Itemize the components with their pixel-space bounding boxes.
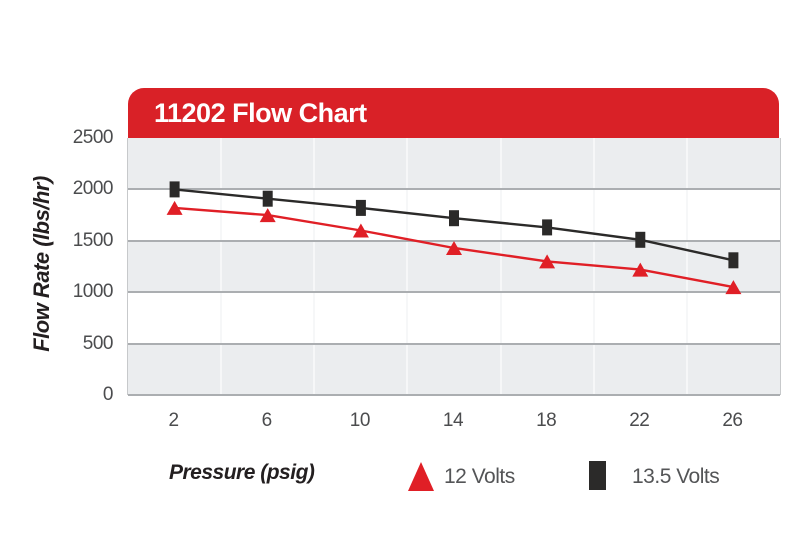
x-axis-tick-label: 18 (536, 410, 557, 431)
legend-label-13-5-volts: 13.5 Volts (632, 465, 720, 488)
vertical-gridline (685, 138, 688, 395)
vertical-gridline (406, 138, 409, 395)
data-point-marker (355, 199, 366, 216)
y-axis-tick-label: 0 (102, 384, 114, 405)
data-point-marker (635, 231, 646, 248)
chart-title: 11202 Flow Chart (154, 98, 367, 128)
horizontal-gridline (128, 239, 780, 242)
data-point-marker (352, 223, 369, 238)
x-axis-tick-label: 14 (442, 410, 464, 431)
y-axis-tick-label: 2500 (72, 127, 114, 148)
horizontal-gridline (128, 188, 780, 191)
y-axis-tick-label: 500 (82, 332, 114, 354)
data-point-marker (539, 254, 556, 269)
legend-square-icon (589, 461, 606, 490)
plot-band (128, 292, 780, 344)
data-point-marker (449, 210, 459, 227)
data-point-marker (169, 181, 180, 198)
chart-title-bar: 11202 Flow Chart (128, 88, 779, 138)
plot-band (128, 138, 780, 190)
vertical-gridline (499, 138, 502, 395)
y-axis-tick-label: 1000 (72, 281, 114, 303)
data-point-marker (446, 241, 462, 255)
vertical-gridline (220, 138, 223, 395)
horizontal-gridline (128, 291, 780, 294)
legend-label-12-volts: 12 Volts (444, 465, 515, 488)
x-axis-tick-label: 10 (349, 410, 371, 431)
y-axis-tick-label: 2000 (72, 178, 114, 200)
data-point-marker (259, 208, 276, 223)
series-layer (166, 181, 742, 295)
vertical-gridline (313, 138, 316, 395)
data-point-marker (542, 219, 553, 236)
data-point-marker (166, 200, 183, 215)
x-axis-tick-label: 6 (261, 410, 273, 431)
plot-band (128, 343, 780, 395)
x-axis-tick-label: 26 (722, 410, 743, 431)
x-axis-tick-label: 2 (168, 410, 180, 431)
x-axis-tick-label: 22 (629, 410, 650, 431)
horizontal-gridline (128, 342, 780, 345)
data-point-marker (725, 280, 742, 295)
data-point-marker (262, 190, 273, 207)
legend-triangle-icon (408, 462, 434, 491)
y-axis-title: Flow Rate (lbs/hr) (29, 176, 54, 352)
x-axis-baseline (128, 394, 780, 396)
plot-area (127, 138, 781, 396)
data-point-marker (632, 262, 649, 277)
data-point-marker (728, 252, 739, 269)
x-axis-title: Pressure (psig) (169, 461, 315, 484)
y-axis-tick-label: 1500 (72, 229, 114, 251)
